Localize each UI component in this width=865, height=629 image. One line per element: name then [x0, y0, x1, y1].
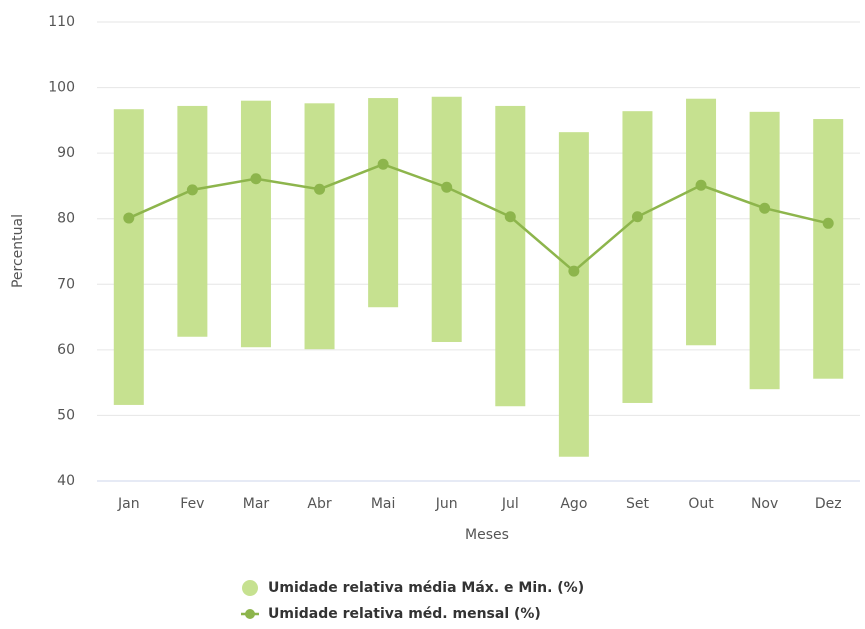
y-tick-label: 110 — [48, 14, 75, 30]
y-tick-label: 50 — [57, 407, 75, 423]
legend-label: Umidade relativa méd. mensal (%) — [268, 606, 541, 622]
line-point — [123, 212, 135, 224]
line-point — [568, 265, 580, 277]
line-point — [759, 202, 771, 214]
line-point — [504, 211, 516, 223]
line-point — [250, 173, 262, 185]
y-tick-label: 40 — [57, 473, 75, 489]
range-bar — [813, 119, 844, 379]
line-point — [377, 158, 389, 170]
x-tick-label: Nov — [751, 496, 778, 512]
line — [128, 162, 829, 273]
y-axis-label: Percentual — [10, 214, 26, 288]
x-tick-label: Jun — [435, 496, 458, 512]
range-bar — [113, 109, 144, 405]
legend-label: Umidade relativa média Máx. e Min. (%) — [268, 580, 584, 596]
line-point — [441, 181, 453, 193]
y-tick-label: 90 — [57, 145, 75, 161]
x-tick-label: Jan — [117, 496, 140, 512]
x-tick-label: Ago — [560, 496, 587, 512]
line-point — [186, 184, 198, 196]
range-bar — [495, 105, 526, 407]
range-bar — [558, 132, 589, 457]
range-bar — [304, 103, 335, 350]
x-tick-label: Set — [626, 496, 650, 512]
y-tick-label: 80 — [57, 211, 75, 227]
x-tick-label: Abr — [307, 496, 331, 512]
y-tick-label: 60 — [57, 342, 75, 358]
range-bar — [177, 105, 208, 337]
range-bar — [622, 111, 653, 403]
range-bar — [431, 96, 462, 342]
range-bar — [368, 98, 399, 308]
line-point — [631, 211, 643, 223]
x-tick-label: Fev — [180, 496, 204, 512]
x-tick-label: Out — [688, 496, 714, 512]
line-point — [314, 183, 326, 195]
x-tick-label: Dez — [815, 496, 842, 512]
x-axis-label: Meses — [465, 527, 509, 543]
x-tick-label: Jul — [501, 496, 519, 512]
x-tick-label: Mai — [371, 496, 396, 512]
legend-symbol — [245, 609, 255, 619]
y-tick-label: 100 — [48, 80, 75, 96]
range-bar — [749, 111, 780, 390]
x-tick-label: Mar — [243, 496, 270, 512]
legend-symbol — [242, 580, 258, 596]
range-bar — [686, 98, 717, 346]
range-bar — [240, 100, 271, 348]
line-point — [822, 217, 834, 229]
y-tick-label: 70 — [57, 276, 75, 292]
line-point — [695, 179, 707, 191]
